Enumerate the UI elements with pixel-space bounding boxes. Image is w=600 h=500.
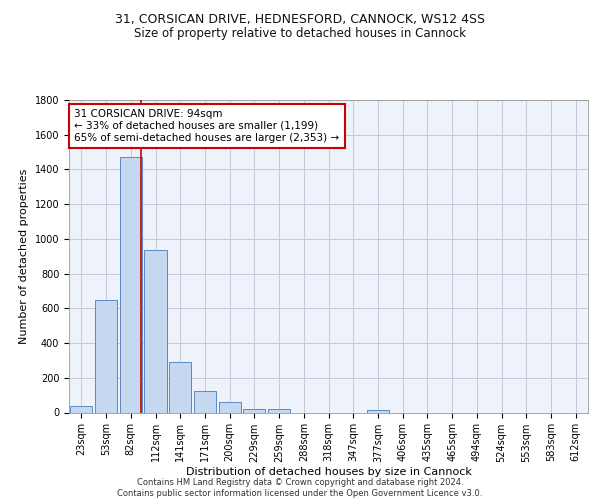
Bar [194, 391, 216, 412]
Bar [218, 402, 241, 412]
Bar [367, 410, 389, 412]
Text: Contains HM Land Registry data © Crown copyright and database right 2024.
Contai: Contains HM Land Registry data © Crown c… [118, 478, 482, 498]
Y-axis label: Number of detached properties: Number of detached properties [19, 168, 29, 344]
Text: 31 CORSICAN DRIVE: 94sqm
← 33% of detached houses are smaller (1,199)
65% of sem: 31 CORSICAN DRIVE: 94sqm ← 33% of detach… [74, 110, 340, 142]
Text: Size of property relative to detached houses in Cannock: Size of property relative to detached ho… [134, 28, 466, 40]
X-axis label: Distribution of detached houses by size in Cannock: Distribution of detached houses by size … [185, 467, 472, 477]
Bar [243, 408, 265, 412]
Text: 31, CORSICAN DRIVE, HEDNESFORD, CANNOCK, WS12 4SS: 31, CORSICAN DRIVE, HEDNESFORD, CANNOCK,… [115, 12, 485, 26]
Bar [268, 410, 290, 412]
Bar [70, 406, 92, 412]
Bar [169, 362, 191, 412]
Bar [145, 250, 167, 412]
Bar [119, 158, 142, 412]
Bar [95, 300, 117, 412]
